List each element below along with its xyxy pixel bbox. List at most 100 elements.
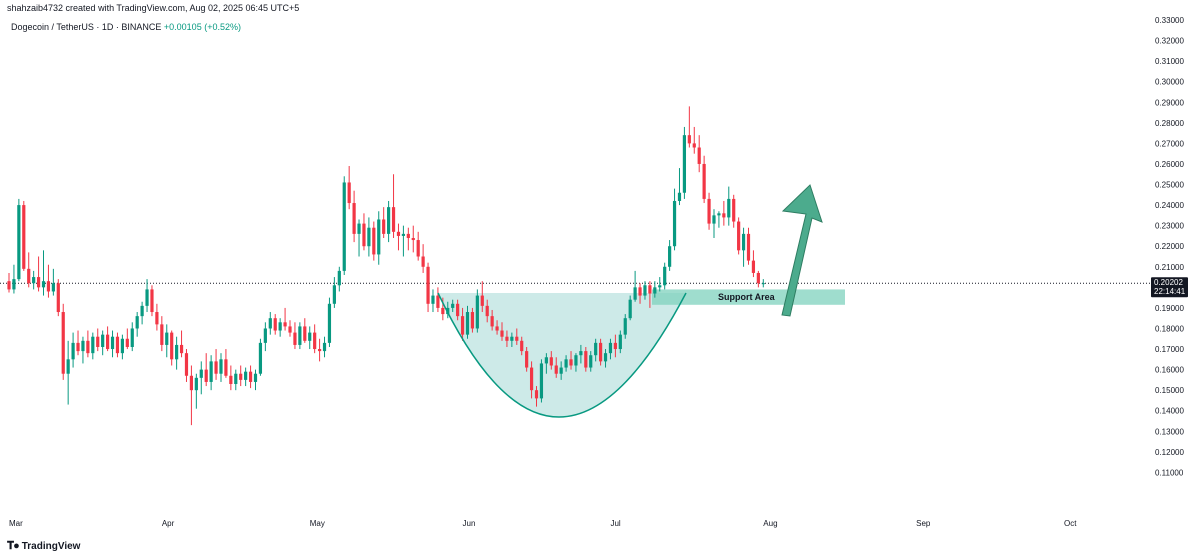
candle-body <box>313 332 317 350</box>
candle <box>421 244 425 273</box>
candle <box>372 221 376 261</box>
y-tick-label: 0.33000 <box>1155 16 1184 25</box>
candle <box>273 314 277 335</box>
candle <box>145 279 149 313</box>
candle-body <box>594 342 598 356</box>
candle-body <box>633 287 637 300</box>
candle-body <box>239 373 243 380</box>
candle-body <box>66 359 70 374</box>
candle <box>140 301 144 325</box>
candle-body <box>741 233 746 251</box>
candle <box>451 299 455 313</box>
y-tick-label: 0.18000 <box>1155 324 1184 333</box>
candle <box>697 135 701 173</box>
candle <box>668 240 672 271</box>
candle <box>677 168 682 206</box>
candle <box>101 330 105 356</box>
candle <box>219 353 223 382</box>
bullish-arrow[interactable] <box>781 184 823 317</box>
y-tick-label: 0.16000 <box>1155 366 1184 375</box>
candle <box>470 307 475 333</box>
candle <box>288 320 292 337</box>
candle <box>86 330 90 358</box>
candle <box>367 217 371 257</box>
candle <box>51 268 55 296</box>
candle <box>155 303 159 331</box>
candle-body <box>623 318 627 335</box>
price-axis[interactable]: 0.11000 0.12000 0.13000 0.14000 0.15000 0.160… <box>1155 16 1184 477</box>
candle-body <box>697 147 701 164</box>
candle <box>76 330 80 356</box>
candle-body <box>574 355 578 366</box>
candle <box>406 227 410 251</box>
candle-body <box>603 353 608 362</box>
x-tick-label: Jun <box>463 519 476 528</box>
candle <box>411 225 415 253</box>
candle-body <box>525 351 529 368</box>
candle <box>278 318 282 337</box>
candle <box>618 330 622 354</box>
candle-body <box>179 344 184 354</box>
y-tick-label: 0.11000 <box>1155 468 1184 477</box>
candle <box>32 270 36 290</box>
candle-body <box>687 135 691 144</box>
candle <box>456 299 460 321</box>
candle-body <box>446 307 450 315</box>
candle-body <box>500 330 504 337</box>
symbol-legend[interactable]: Dogecoin / TetherUS · 1D · BINANCE +0.00… <box>11 22 241 32</box>
candle <box>638 283 642 304</box>
price-badge-bg <box>1151 277 1188 298</box>
candle-body <box>737 221 741 251</box>
y-tick-label: 0.21000 <box>1155 263 1184 272</box>
candle <box>579 344 583 364</box>
tradingview-brand[interactable]: 𝐓● TradingView <box>7 540 80 553</box>
candle-body <box>475 295 479 329</box>
support-area-zone[interactable] <box>652 289 845 305</box>
candle <box>91 332 95 360</box>
candle <box>165 324 169 358</box>
candle-body <box>539 363 544 399</box>
candle <box>446 301 450 319</box>
candle-body <box>544 357 548 364</box>
candle <box>480 281 484 313</box>
candle-body <box>46 281 51 292</box>
candle <box>741 227 746 267</box>
candle-body <box>416 240 420 257</box>
candle-body <box>682 135 687 193</box>
candle <box>549 351 553 370</box>
candle-body <box>470 312 475 329</box>
candle-body <box>485 305 489 317</box>
candle <box>204 353 208 387</box>
candle <box>648 281 652 308</box>
candle <box>184 349 189 382</box>
candle-body <box>209 361 213 382</box>
candle <box>702 155 706 204</box>
candle-body <box>110 336 115 350</box>
candle-body <box>170 332 174 360</box>
candle-body <box>608 342 613 354</box>
candle-body <box>382 219 386 234</box>
candle <box>194 373 198 409</box>
candle <box>135 312 139 337</box>
candle-body <box>32 277 36 284</box>
candle-body <box>712 215 716 224</box>
candle <box>27 252 31 288</box>
candle <box>313 324 317 354</box>
candle <box>268 312 272 335</box>
candle-body <box>342 182 346 271</box>
y-tick-label: 0.26000 <box>1155 160 1184 169</box>
candle <box>559 361 563 380</box>
candle-body <box>248 371 253 382</box>
candle <box>633 270 637 302</box>
time-axis[interactable]: Mar Apr May Jun Jul Aug Sep Oct <box>9 519 1077 528</box>
candle-body <box>549 357 553 366</box>
candle-body <box>465 312 470 335</box>
candle-body <box>663 266 667 286</box>
candle-body <box>505 336 509 341</box>
candle <box>283 307 287 331</box>
candle <box>416 231 420 261</box>
candle-body <box>564 359 568 368</box>
x-tick-label: May <box>310 519 325 528</box>
candle <box>663 262 667 290</box>
